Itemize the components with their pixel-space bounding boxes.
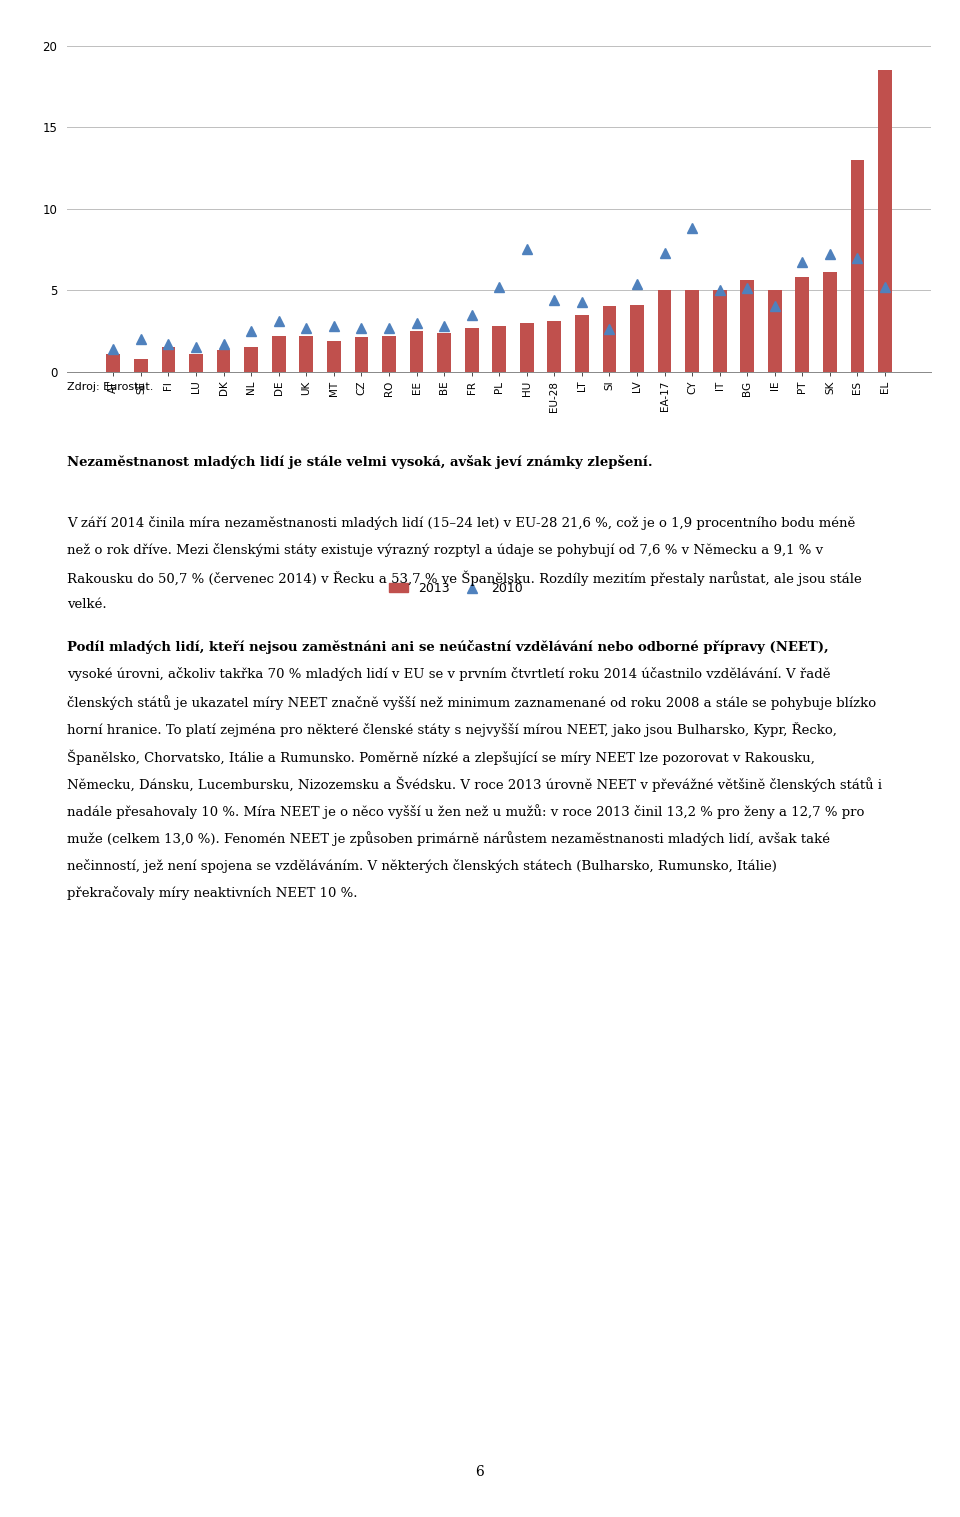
Bar bbox=[465, 328, 478, 372]
Text: Německu, Dánsku, Lucembursku, Nizozemsku a Švédsku. V roce 2013 úrovně NEET v př: Německu, Dánsku, Lucembursku, Nizozemsku… bbox=[67, 777, 882, 792]
Text: muže (celkem 13,0 %). Fenomén NEET je způsoben primárně nárůstem nezaměstnanosti: muže (celkem 13,0 %). Fenomén NEET je zp… bbox=[67, 831, 830, 846]
Text: než o rok dříve. Mezi členskými státy existuje výrazný rozptyl a údaje se pohybu: než o rok dříve. Mezi členskými státy ex… bbox=[67, 543, 824, 557]
Text: členských států je ukazatel míry NEET značně vyšší než minimum zaznamenané od ro: členských států je ukazatel míry NEET zn… bbox=[67, 695, 876, 710]
Bar bbox=[382, 335, 396, 372]
Text: nadále přesahovaly 10 %. Míra NEET je o něco vyšší u žen než u mužů: v roce 2013: nadále přesahovaly 10 %. Míra NEET je o … bbox=[67, 804, 865, 819]
Bar bbox=[354, 337, 369, 372]
Bar bbox=[520, 323, 534, 372]
Text: horní hranice. To platí zejména pro některé členské státy s nejvyšší mírou NEET,: horní hranice. To platí zejména pro někt… bbox=[67, 722, 837, 737]
Text: Nezaměstnanost mladých lidí je stále velmi vysoká, avšak jeví známky zlepšení.: Nezaměstnanost mladých lidí je stále vel… bbox=[67, 455, 653, 469]
Bar bbox=[740, 281, 755, 372]
Bar bbox=[410, 331, 423, 372]
Bar bbox=[547, 322, 562, 372]
Bar bbox=[878, 70, 892, 372]
Bar bbox=[712, 290, 727, 372]
Text: Rakousku do 50,7 % (červenec 2014) v Řecku a 53,7 % ve Španělsku. Rozdíly mezití: Rakousku do 50,7 % (červenec 2014) v Řec… bbox=[67, 570, 862, 586]
Bar bbox=[685, 290, 699, 372]
Bar bbox=[630, 305, 644, 372]
Bar bbox=[768, 290, 781, 372]
Bar bbox=[161, 347, 176, 372]
Text: nečinností, jež není spojena se vzděláváním. V některých členských státech (Bulh: nečinností, jež není spojena se vzdělává… bbox=[67, 859, 777, 872]
Text: vysoké úrovni, ačkoliv takřka 70 % mladých lidí v EU se v prvním čtvrtletí roku : vysoké úrovni, ačkoliv takřka 70 % mladý… bbox=[67, 667, 830, 681]
Text: Podíl mladých lidí, kteří nejsou zaměstnáni ani se neúčastní vzdělávání nebo odb: Podíl mladých lidí, kteří nejsou zaměstn… bbox=[67, 640, 828, 654]
Text: 6: 6 bbox=[475, 1465, 485, 1479]
Bar bbox=[107, 353, 120, 372]
Bar bbox=[272, 335, 286, 372]
Bar bbox=[217, 350, 230, 372]
Text: velké.: velké. bbox=[67, 598, 107, 611]
Bar bbox=[300, 335, 313, 372]
Bar bbox=[327, 341, 341, 372]
Bar bbox=[796, 278, 809, 372]
Bar bbox=[658, 290, 671, 372]
Text: Španělsko, Chorvatsko, Itálie a Rumunsko. Poměrně nízké a zlepšující se míry NEE: Španělsko, Chorvatsko, Itálie a Rumunsko… bbox=[67, 749, 815, 765]
Bar bbox=[189, 353, 203, 372]
Bar bbox=[437, 332, 451, 372]
Bar bbox=[492, 326, 506, 372]
Bar bbox=[244, 347, 258, 372]
Bar bbox=[134, 358, 148, 372]
Bar bbox=[851, 159, 864, 372]
Bar bbox=[575, 314, 588, 372]
Bar bbox=[603, 306, 616, 372]
Bar bbox=[823, 272, 837, 372]
Text: Zdroj: Eurostat.: Zdroj: Eurostat. bbox=[67, 382, 154, 393]
Legend: 2013, 2010: 2013, 2010 bbox=[384, 578, 528, 601]
Text: V září 2014 činila míra nezaměstnanosti mladých lidí (15–24 let) v EU-28 21,6 %,: V září 2014 činila míra nezaměstnanosti … bbox=[67, 516, 855, 529]
Text: překračovaly míry neaktivních NEET 10 %.: překračovaly míry neaktivních NEET 10 %. bbox=[67, 886, 358, 900]
